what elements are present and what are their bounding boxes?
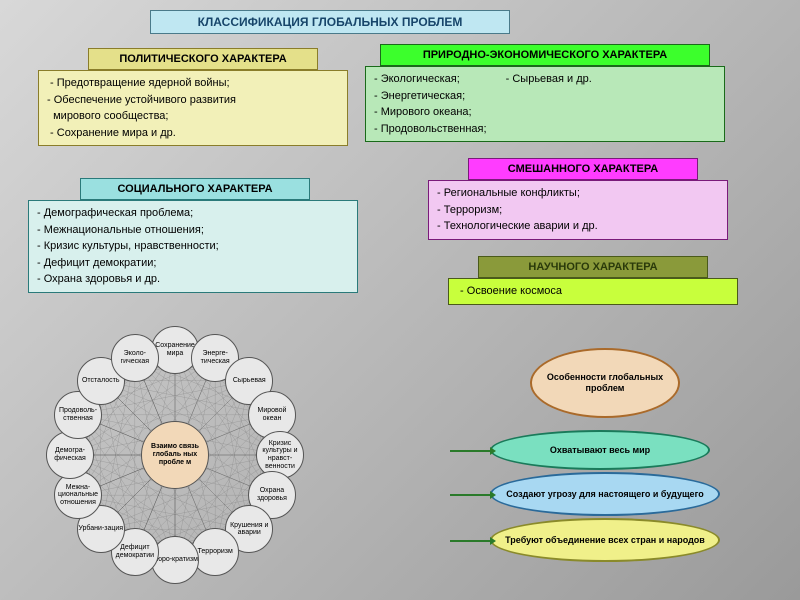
mixed-header: СМЕШАННОГО ХАРАКТЕРА [468, 158, 698, 180]
features-e1: Охватывают весь мир [490, 430, 710, 470]
science-body: - Освоение космоса [448, 278, 738, 305]
features-center: Особенности глобальных проблем [530, 348, 680, 418]
wheel-node: Демогра-фическая [46, 431, 94, 479]
arrow-2 [450, 494, 490, 496]
arrow-1 [450, 450, 490, 452]
social-header: СОЦИАЛЬНОГО ХАРАКТЕРА [80, 178, 310, 200]
wheel-diagram: Сохранение мираЭнерге-тическаяСырьеваяМи… [40, 320, 310, 590]
arrow-3 [450, 540, 490, 542]
wheel-node: Бюро-кратизм [151, 536, 199, 584]
nature-header: ПРИРОДНО-ЭКОНОМИЧЕСКОГО ХАРАКТЕРА [380, 44, 710, 66]
features-e2: Создают угрозу для настоящего и будущего [490, 472, 720, 516]
wheel-node: Межна-циональные отношения [54, 471, 102, 519]
political-body: - Предотвращение ядерной войны; - Обеспе… [38, 70, 348, 146]
social-body: - Демографическая проблема; - Межнациона… [28, 200, 358, 293]
wheel-node: Терроризм [191, 528, 239, 576]
main-title: КЛАССИФИКАЦИЯ ГЛОБАЛЬНЫХ ПРОБЛЕМ [150, 10, 510, 34]
mixed-body: - Региональные конфликты; - Терроризм; -… [428, 180, 728, 240]
nature-body: - Экологическая; - Сырьевая и др. - Энер… [365, 66, 725, 142]
wheel-center: Взаимо связь глобаль ных пробле м [141, 421, 209, 489]
science-header: НАУЧНОГО ХАРАКТЕРА [478, 256, 708, 278]
features-e3: Требуют объединение всех стран и народов [490, 518, 720, 562]
wheel-node: Эколо-гическая [111, 334, 159, 382]
political-header: ПОЛИТИЧЕСКОГО ХАРАКТЕРА [88, 48, 318, 70]
